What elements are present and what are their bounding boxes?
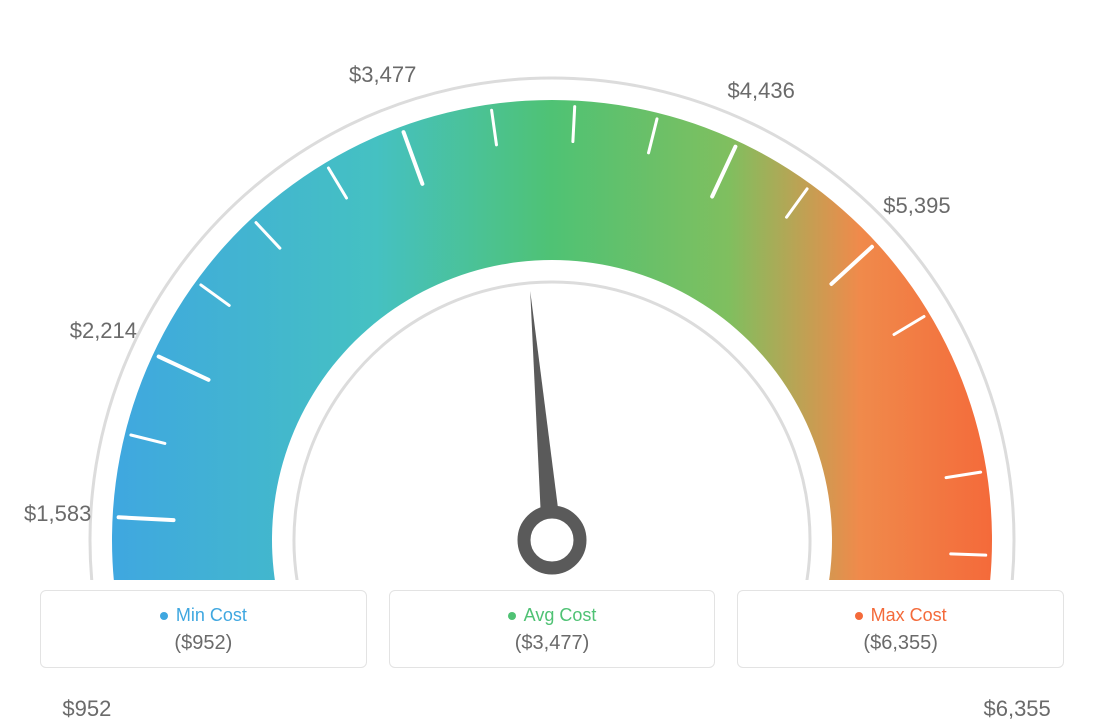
gauge-tick-label: $2,214 xyxy=(70,318,137,344)
legend-label-avg: Avg Cost xyxy=(524,605,597,626)
legend-row: Min Cost ($952) Avg Cost ($3,477) Max Co… xyxy=(40,590,1064,668)
gauge-tick-label: $5,395 xyxy=(883,193,950,219)
gauge-tick-label: $4,436 xyxy=(728,78,795,104)
cost-gauge-chart: $952$1,583$2,214$3,477$4,436$5,395$6,355… xyxy=(0,0,1104,690)
legend-title-avg: Avg Cost xyxy=(508,605,597,626)
legend-label-max: Max Cost xyxy=(871,605,947,626)
legend-title-min: Min Cost xyxy=(160,605,247,626)
gauge-tick-label: $1,583 xyxy=(24,501,91,527)
dot-icon xyxy=(855,612,863,620)
legend-card-max: Max Cost ($6,355) xyxy=(737,590,1064,668)
gauge-tick-label: $952 xyxy=(62,696,111,722)
dot-icon xyxy=(160,612,168,620)
legend-label-min: Min Cost xyxy=(176,605,247,626)
legend-value-max: ($6,355) xyxy=(748,632,1053,655)
legend-value-min: ($952) xyxy=(51,632,356,655)
gauge-svg xyxy=(0,0,1104,580)
gauge-tick-label: $6,355 xyxy=(983,696,1050,722)
gauge-area: $952$1,583$2,214$3,477$4,436$5,395$6,355 xyxy=(0,0,1104,580)
dot-icon xyxy=(508,612,516,620)
legend-value-avg: ($3,477) xyxy=(400,632,705,655)
legend-title-max: Max Cost xyxy=(855,605,947,626)
gauge-tick-label: $3,477 xyxy=(349,62,416,88)
legend-card-min: Min Cost ($952) xyxy=(40,590,367,668)
legend-card-avg: Avg Cost ($3,477) xyxy=(389,590,716,668)
